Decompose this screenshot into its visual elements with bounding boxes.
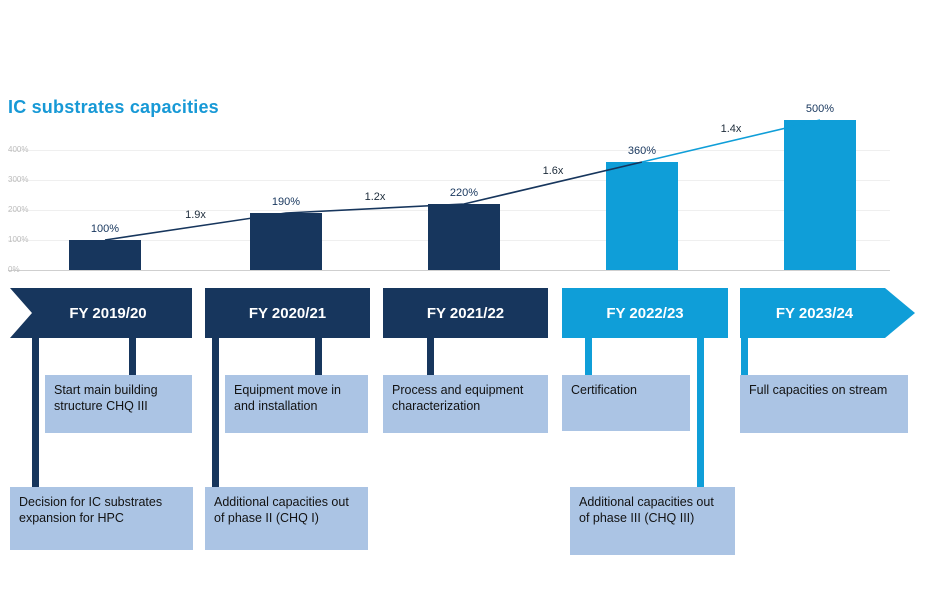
banner-label: FY 2022/23 — [606, 304, 684, 322]
gridline — [8, 180, 890, 181]
callout-certification: Certification — [562, 375, 690, 431]
connector-line — [212, 338, 219, 487]
connector-line — [315, 338, 322, 375]
callout-additional-phase3: Additional capacities out of phase III (… — [570, 487, 735, 555]
connector-line — [427, 338, 434, 375]
timeline-banner-fy2021-22: FY 2021/22 — [383, 288, 548, 338]
timeline-banner-fy2020-21: FY 2020/21 — [205, 288, 370, 338]
growth-multiplier-label: 1.4x — [720, 123, 742, 135]
chart-bar-5 — [784, 120, 856, 270]
timeline-banner-fy2019-20: FY 2019/20 — [10, 288, 192, 338]
callout-process-characterization: Process and equipment characterization — [383, 375, 548, 433]
callout-additional-phase2: Additional capacities out of phase II (C… — [205, 487, 368, 550]
banner-label: FY 2021/22 — [426, 304, 505, 322]
bar-value-label: 500% — [805, 103, 835, 115]
chart-bar-1 — [69, 240, 141, 270]
banner-label: FY 2019/20 — [69, 304, 147, 322]
connector-line — [32, 338, 39, 487]
growth-multiplier-label: 1.6x — [542, 165, 564, 177]
page-title: IC substrates capacities — [8, 97, 219, 117]
connector-line — [741, 338, 748, 375]
connector-line — [585, 338, 592, 375]
gridline — [8, 150, 890, 151]
callout-decision-expansion: Decision for IC substrates expansion for… — [10, 487, 193, 550]
y-axis-label: 0% — [8, 265, 20, 274]
banner-label: FY 2020/21 — [248, 304, 327, 322]
chart-bar-4 — [606, 162, 678, 270]
banner-label: FY 2023/24 — [775, 304, 854, 322]
y-axis-label: 200% — [8, 205, 29, 214]
timeline-banner-fy2022-23: FY 2022/23 — [562, 288, 728, 338]
callout-full-capacities: Full capacities on stream — [740, 375, 908, 433]
bar-value-label: 100% — [90, 223, 120, 235]
growth-multiplier-label: 1.9x — [185, 208, 206, 221]
callout-equipment-move-in: Equipment move in and installation — [225, 375, 368, 433]
growth-multiplier-label: 1.2x — [364, 190, 386, 203]
bar-value-label: 360% — [627, 145, 657, 157]
callout-start-main-building: Start main building structure CHQ III — [45, 375, 192, 433]
connector-line — [697, 338, 704, 487]
capacity-bar-chart: 0% 100% 200% 300% 400% 100% 190% 220% 360% 500% 1.… — [0, 0, 928, 282]
y-axis-label: 100% — [8, 235, 29, 244]
chart-bar-2 — [250, 213, 322, 270]
y-axis-label: 300% — [8, 175, 29, 184]
connector-line — [129, 338, 136, 375]
timeline-banner-fy2023-24: FY 2023/24 — [740, 288, 915, 338]
gridline — [8, 270, 890, 271]
bar-value-label: 190% — [271, 196, 301, 208]
y-axis-label: 400% — [8, 145, 29, 154]
chart-bar-3 — [428, 204, 500, 270]
bar-value-label: 220% — [449, 187, 479, 199]
